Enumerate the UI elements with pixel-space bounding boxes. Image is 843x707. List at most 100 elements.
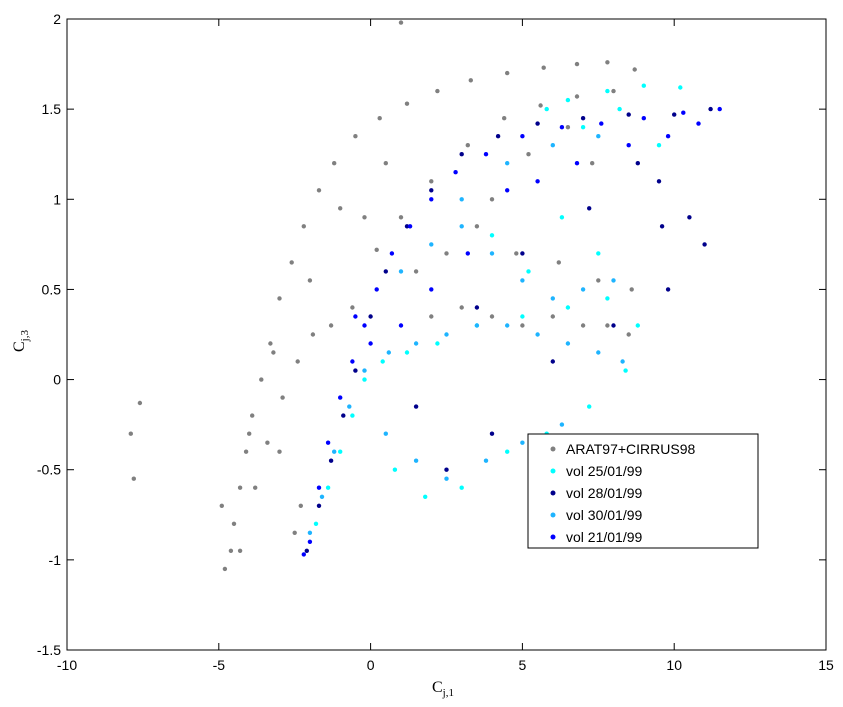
data-point-s0-37 — [611, 88, 616, 94]
data-point-s2-5 — [368, 314, 373, 319]
data-point-s1-23 — [678, 85, 683, 90]
data-point-s0-70 — [489, 197, 495, 202]
data-point-s0-18 — [505, 70, 510, 76]
data-point-s0-19 — [541, 65, 546, 70]
data-point-s2-21 — [550, 359, 555, 364]
data-point-s3-22 — [383, 431, 388, 436]
data-point-s3-26 — [520, 440, 525, 445]
data-point-s1-11 — [605, 296, 610, 301]
data-point-s1-3 — [350, 413, 355, 418]
x-tick-label: -10 — [57, 657, 77, 673]
data-point-s2-7 — [404, 224, 410, 229]
data-point-s4-0 — [301, 552, 306, 557]
data-point-s0-43 — [580, 323, 586, 328]
data-point-s4-10 — [429, 197, 434, 202]
data-point-s3-30 — [550, 143, 555, 148]
data-point-s4-2 — [316, 485, 322, 490]
data-point-s4-5 — [350, 359, 355, 364]
data-point-s0-5 — [250, 413, 255, 418]
y-tick-label: -1 — [49, 552, 62, 568]
data-point-s3-29 — [505, 161, 510, 166]
data-point-s3-6 — [413, 341, 419, 346]
data-point-s0-36 — [574, 94, 580, 99]
data-point-s4-27 — [465, 251, 470, 256]
data-point-s1-18 — [423, 494, 428, 499]
data-point-s0-16 — [435, 88, 440, 94]
data-point-s3-18 — [520, 278, 525, 283]
data-point-s3-7 — [444, 332, 449, 337]
data-point-s1-24 — [544, 106, 549, 112]
data-point-s0-8 — [277, 296, 282, 301]
y-tick-label: -1.5 — [37, 642, 61, 658]
data-point-s0-26 — [295, 359, 300, 364]
data-point-s0-1 — [228, 548, 234, 553]
data-point-s2-0 — [304, 548, 309, 553]
data-point-s2-17 — [687, 215, 692, 220]
data-point-s1-20 — [565, 97, 571, 103]
data-point-s0-55 — [219, 503, 224, 508]
data-point-s1-22 — [641, 83, 646, 88]
data-point-s2-8 — [429, 188, 434, 193]
data-point-s2-6 — [383, 269, 388, 274]
data-point-s2-15 — [708, 106, 713, 112]
data-point-s3-16 — [459, 224, 464, 229]
data-point-s0-22 — [632, 67, 637, 72]
data-point-s1-10 — [565, 305, 571, 310]
data-point-s2-25 — [474, 305, 480, 310]
data-point-s0-14 — [377, 116, 382, 121]
x-axis-label-main: C — [432, 679, 443, 696]
data-point-s3-28 — [459, 197, 464, 202]
data-point-s0-6 — [259, 377, 264, 382]
x-tick-label: 15 — [818, 657, 834, 673]
y-tick-label: 1.5 — [42, 101, 62, 117]
data-point-s3-5 — [386, 350, 391, 355]
data-point-s0-52 — [298, 503, 303, 508]
legend-marker — [550, 512, 556, 518]
data-point-s0-4 — [243, 449, 249, 454]
data-point-s0-34 — [502, 116, 507, 121]
data-point-s0-61 — [383, 161, 388, 166]
legend-items: ARAT97+CIRRUS98 vol 25/01/99 vol 28/01/99 v… — [550, 441, 696, 545]
data-point-s2-9 — [459, 152, 464, 157]
data-point-s2-28 — [635, 161, 640, 166]
data-point-s2-1 — [316, 503, 322, 508]
data-point-s0-67 — [526, 152, 531, 157]
data-point-s1-29 — [526, 269, 531, 274]
data-point-s4-16 — [641, 116, 646, 121]
data-point-s0-20 — [574, 61, 580, 67]
data-point-s1-17 — [459, 485, 464, 490]
data-point-s0-59 — [398, 20, 404, 25]
data-point-s0-24 — [265, 440, 270, 445]
data-point-s1-14 — [587, 404, 592, 409]
data-point-s0-44 — [605, 323, 610, 328]
data-point-s3-4 — [362, 368, 367, 373]
data-point-s3-14 — [398, 269, 404, 274]
data-point-s0-57 — [137, 400, 143, 406]
data-point-s2-14 — [672, 112, 677, 117]
data-point-s2-27 — [587, 206, 592, 211]
data-point-s0-53 — [237, 548, 243, 553]
data-point-s4-21 — [696, 121, 701, 126]
data-point-s4-22 — [505, 188, 510, 193]
data-point-s2-11 — [535, 121, 540, 126]
data-point-s0-50 — [629, 287, 634, 292]
data-point-s3-25 — [483, 458, 489, 463]
data-point-s3-31 — [596, 134, 601, 139]
data-point-s0-9 — [289, 260, 294, 265]
y-tick-label: 0 — [53, 372, 61, 388]
data-point-s2-13 — [626, 112, 631, 117]
data-point-s1-19 — [392, 467, 398, 472]
data-point-s4-15 — [599, 121, 604, 126]
data-point-s4-4 — [338, 395, 343, 400]
data-point-s0-63 — [271, 350, 276, 355]
data-point-s4-24 — [574, 161, 580, 166]
data-point-s4-7 — [374, 287, 379, 292]
data-point-s1-4 — [362, 377, 367, 382]
data-point-s4-3 — [325, 440, 331, 445]
data-point-s0-60 — [338, 206, 343, 211]
data-point-s0-30 — [374, 247, 379, 252]
data-point-s1-25 — [580, 125, 586, 130]
data-point-s1-27 — [656, 143, 662, 148]
data-point-s0-62 — [307, 278, 313, 283]
data-point-s0-21 — [605, 60, 610, 65]
